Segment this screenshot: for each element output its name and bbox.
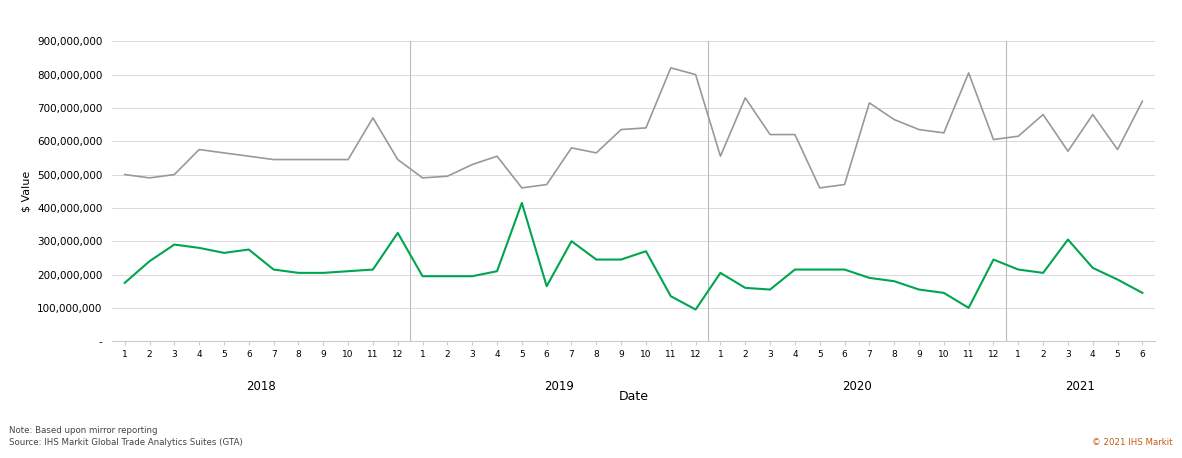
Text: Source: IHS Markit Global Trade Analytics Suites (GTA): Source: IHS Markit Global Trade Analytic… [9,438,243,447]
Y-axis label: $ Value: $ Value [21,170,32,212]
Text: 2020: 2020 [842,380,872,393]
Text: © 2021 IHS Markit: © 2021 IHS Markit [1092,438,1173,447]
Text: 2021: 2021 [1065,380,1096,393]
Text: 2018: 2018 [246,380,277,393]
Text: Note: Based upon mirror reporting: Note: Based upon mirror reporting [9,426,158,435]
Text: Sudan Bilateral Trade by Direction: Sudan Bilateral Trade by Direction [9,10,293,25]
X-axis label: Date: Date [618,390,649,403]
Text: 2019: 2019 [544,380,574,393]
